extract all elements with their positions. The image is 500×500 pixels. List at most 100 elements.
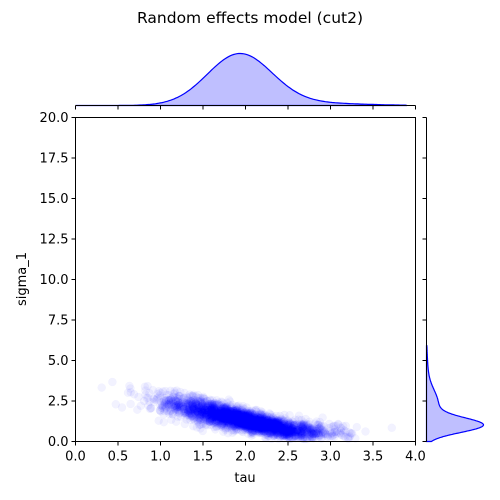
- scatter-point: [263, 422, 272, 431]
- scatter-point: [237, 413, 246, 422]
- scatter-point: [263, 412, 272, 421]
- scatter-point: [241, 410, 250, 419]
- scatter-point: [241, 416, 250, 425]
- scatter-point: [161, 399, 170, 408]
- scatter-point: [252, 419, 261, 428]
- scatter-point: [272, 422, 281, 431]
- scatter-point: [192, 410, 201, 419]
- scatter-point: [212, 401, 221, 410]
- scatter-point: [299, 421, 308, 429]
- scatter-point: [146, 404, 154, 413]
- scatter-point: [234, 413, 243, 422]
- scatter-point: [261, 422, 270, 431]
- scatter-point: [166, 394, 175, 403]
- scatter-point: [258, 425, 266, 434]
- scatter-point: [254, 421, 262, 430]
- scatter-point: [264, 423, 273, 432]
- scatter-point: [237, 417, 246, 426]
- scatter-point: [238, 421, 247, 430]
- scatter-point: [202, 413, 211, 421]
- scatter-point: [238, 413, 247, 422]
- scatter-point: [226, 411, 235, 420]
- scatter-point: [256, 423, 264, 432]
- scatter-point: [210, 405, 219, 414]
- scatter-point: [207, 415, 216, 424]
- scatter-point: [208, 400, 217, 409]
- scatter-point: [156, 401, 165, 410]
- scatter-point: [229, 408, 238, 417]
- scatter-point: [301, 421, 310, 430]
- scatter-point: [188, 396, 197, 405]
- scatter-point: [202, 411, 211, 420]
- scatter-point: [240, 415, 249, 424]
- scatter-point: [195, 414, 204, 423]
- scatter-point: [174, 391, 183, 400]
- scatter-point: [241, 423, 250, 432]
- scatter-point: [224, 408, 232, 417]
- scatter-point: [210, 405, 219, 414]
- scatter-point: [168, 410, 177, 419]
- scatter-point: [212, 409, 221, 418]
- scatter-point: [258, 420, 267, 429]
- scatter-point: [235, 418, 244, 427]
- scatter-point: [322, 430, 331, 439]
- scatter-point: [272, 427, 281, 436]
- scatter-point: [297, 422, 306, 431]
- scatter-point: [227, 407, 236, 416]
- scatter-point: [295, 425, 304, 434]
- scatter-point: [269, 418, 278, 427]
- scatter-point: [247, 419, 256, 428]
- scatter-point: [262, 414, 271, 423]
- scatter-point: [293, 433, 302, 442]
- scatter-point: [288, 420, 297, 429]
- scatter-point: [242, 415, 251, 424]
- scatter-point: [193, 399, 202, 408]
- scatter-point: [241, 411, 250, 420]
- scatter-point: [256, 421, 265, 430]
- scatter-point: [210, 418, 219, 427]
- scatter-point: [299, 428, 308, 437]
- scatter-point: [218, 417, 227, 426]
- scatter-point: [256, 424, 265, 433]
- scatter-point: [271, 428, 280, 437]
- scatter-point: [228, 408, 237, 417]
- scatter-point: [242, 414, 251, 423]
- scatter-point: [274, 424, 283, 433]
- scatter-point: [205, 415, 214, 424]
- scatter-point: [152, 396, 161, 404]
- scatter-point: [232, 417, 241, 426]
- scatter-point: [226, 416, 235, 424]
- scatter-point: [210, 410, 219, 419]
- scatter-point: [279, 427, 288, 436]
- scatter-point: [196, 415, 205, 424]
- scatter-point: [167, 415, 176, 424]
- scatter-point: [183, 405, 192, 413]
- scatter-point: [184, 408, 192, 417]
- scatter-point: [224, 417, 233, 426]
- scatter-point: [249, 417, 258, 426]
- scatter-point: [201, 414, 210, 423]
- scatter-point: [278, 428, 287, 437]
- scatter-point: [168, 410, 177, 419]
- scatter-point: [241, 413, 250, 422]
- scatter-point: [208, 408, 217, 417]
- scatter-point: [228, 409, 237, 418]
- scatter-point: [206, 402, 215, 410]
- scatter-point: [209, 413, 218, 422]
- scatter-point: [306, 430, 315, 439]
- scatter-point: [232, 414, 241, 423]
- scatter-point: [251, 420, 260, 429]
- scatter-point: [221, 416, 230, 424]
- scatter-point: [284, 428, 293, 437]
- scatter-point: [242, 412, 250, 420]
- scatter-point: [287, 421, 296, 430]
- scatter-point: [97, 383, 106, 392]
- scatter-point: [313, 428, 322, 437]
- scatter-point: [247, 418, 256, 427]
- scatter-point: [248, 417, 257, 426]
- scatter-point: [206, 395, 214, 404]
- scatter-point: [248, 421, 257, 430]
- scatter-point: [302, 420, 311, 429]
- scatter-point: [230, 409, 239, 418]
- scatter-point: [159, 410, 168, 419]
